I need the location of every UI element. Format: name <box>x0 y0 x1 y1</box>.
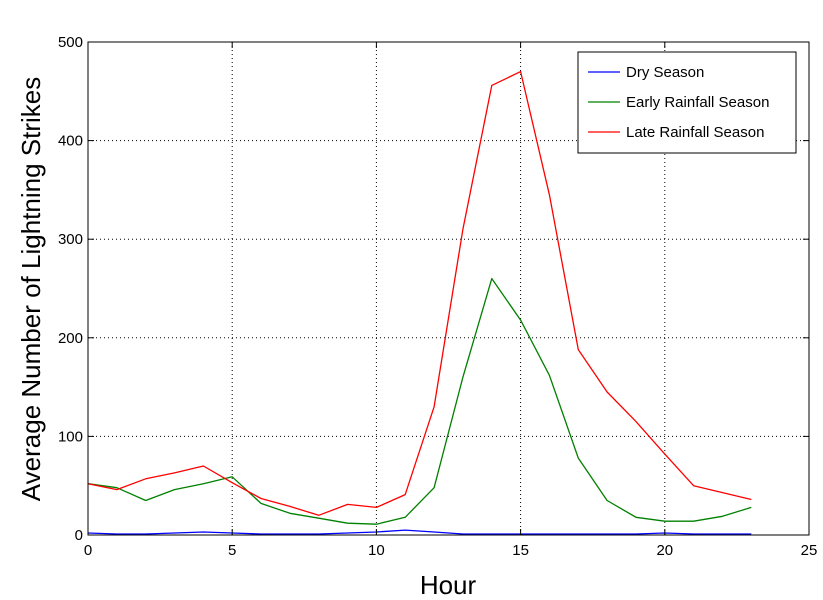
legend-entry: Early Rainfall Season <box>588 94 769 111</box>
series-line-dry-season <box>87 529 752 535</box>
legend-label: Dry Season <box>626 64 704 81</box>
legend-label: Early Rainfall Season <box>626 94 769 111</box>
series-line-early-rainfall-season <box>87 277 752 525</box>
y-tick-label: 100 <box>58 428 83 445</box>
legend-entry: Late Rainfall Season <box>588 124 764 141</box>
series-line-late-rainfall-season <box>87 70 752 516</box>
gridlines <box>88 42 809 535</box>
x-tick-label: 0 <box>84 542 92 559</box>
legend-label: Late Rainfall Season <box>626 124 764 141</box>
x-tick-label: 15 <box>512 542 529 559</box>
y-axis-title: Average Number of Lightning Strikes <box>16 77 46 501</box>
axis-ticks: 0 5 10 15 20 25 0 100 200 300 400 500 <box>58 34 817 559</box>
y-tick-label: 200 <box>58 330 83 347</box>
y-tick-label: 400 <box>58 133 83 150</box>
legend-entry: Dry Season <box>588 64 704 81</box>
plot-frame <box>87 41 810 536</box>
y-tick-label: 500 <box>58 34 83 51</box>
x-tick-label: 5 <box>228 542 236 559</box>
x-tick-label: 10 <box>368 542 385 559</box>
x-axis-title: Hour <box>420 570 477 600</box>
series-lines <box>87 70 752 535</box>
y-tick-label: 300 <box>58 231 83 248</box>
legend: Dry Season Early Rainfall Season Late Rain… <box>577 51 797 154</box>
x-tick-label: 25 <box>801 542 818 559</box>
x-tick-label: 20 <box>656 542 673 559</box>
y-tick-label: 0 <box>75 527 83 544</box>
